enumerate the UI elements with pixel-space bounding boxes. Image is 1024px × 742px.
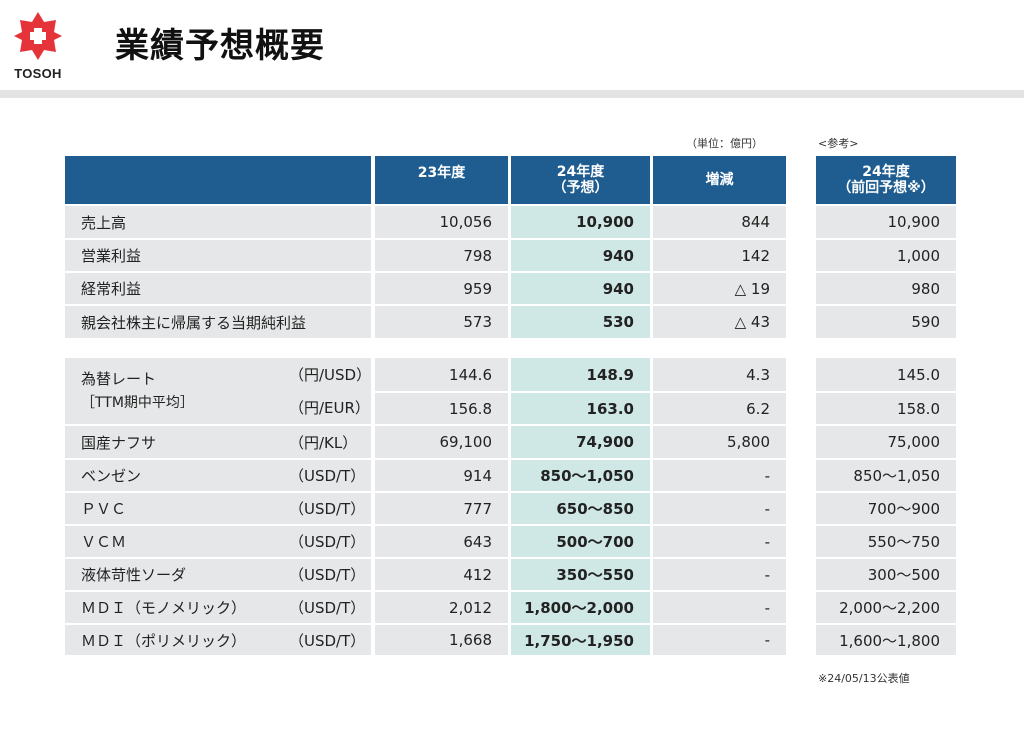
previous-forecast-value: 1,000 (816, 240, 956, 271)
previous-forecast-value: 10,900 (816, 206, 956, 238)
row-label: ＶＣＭ (65, 526, 271, 557)
previous-forecast-value: 850～1,050 (816, 460, 956, 491)
fy24-value: 350～550 (511, 559, 650, 590)
unit-label: （USD/T） (271, 460, 371, 491)
fy24-value: 500～700 (511, 526, 650, 557)
tosoh-logo-icon (14, 12, 62, 60)
fy24-value: 1,750～1,950 (511, 625, 650, 655)
header-change: 増減 (653, 156, 786, 204)
row-label: ベンゼン (65, 460, 271, 491)
change-value: - (653, 592, 786, 623)
unit-label: （円/USD） (271, 358, 371, 391)
fy23-value: 156.8 (375, 393, 508, 424)
change-value: - (653, 493, 786, 524)
logo-text: TOSOH (14, 66, 62, 81)
row-label: 液体苛性ソーダ (65, 559, 271, 590)
change-value: - (653, 526, 786, 557)
unit-note: （単位：億円） (686, 137, 763, 150)
row-label: ＭＤＩ（ポリメリック） (65, 625, 271, 655)
row-label: 営業利益 (65, 240, 371, 271)
previous-forecast-value: 1,600～1,800 (816, 625, 956, 655)
row-label: 国産ナフサ (65, 426, 271, 458)
change-value: - (653, 460, 786, 491)
row-label: 売上高 (65, 206, 371, 238)
row-label: ＭＤＩ（モノメリック） (65, 592, 271, 623)
change-value: △ 43 (653, 306, 786, 338)
unit-label: （USD/T） (271, 493, 371, 524)
unit-label: （USD/T） (271, 625, 371, 655)
change-value: 5,800 (653, 426, 786, 458)
fy23-value: 1,668 (375, 625, 508, 655)
fy23-value: 573 (375, 306, 508, 338)
reference-note: <参考> (818, 137, 859, 150)
unit-label: （USD/T） (271, 592, 371, 623)
row-label: 親会社株主に帰属する当期純利益 (65, 306, 371, 338)
header-fy24-forecast: 24年度 （予想） (511, 156, 650, 204)
fy23-value: 2,012 (375, 592, 508, 623)
fy24-value: 850～1,050 (511, 460, 650, 491)
fy24-value: 74,900 (511, 426, 650, 458)
previous-forecast-value: 2,000～2,200 (816, 592, 956, 623)
fy24-value: 650～850 (511, 493, 650, 524)
fy24-value: 940 (511, 273, 650, 304)
previous-forecast-value: 75,000 (816, 426, 956, 458)
row-label: ＰＶＣ (65, 493, 271, 524)
change-value: 6.2 (653, 393, 786, 424)
header-blank (65, 156, 371, 204)
page-title: 業績予想概要 (115, 26, 325, 66)
unit-label: （円/KL） (271, 426, 371, 458)
fy24-value: 148.9 (511, 358, 650, 391)
fy23-value: 643 (375, 526, 508, 557)
row-label: 経常利益 (65, 273, 371, 304)
previous-forecast-value: 300～500 (816, 559, 956, 590)
fx-label: 為替レート ［TTM期中平均］ (65, 358, 271, 424)
header-fy24-previous: 24年度 （前回予想※） (816, 156, 956, 204)
previous-forecast-value: 700～900 (816, 493, 956, 524)
fy23-value: 798 (375, 240, 508, 271)
change-value: △ 19 (653, 273, 786, 304)
fy23-value: 144.6 (375, 358, 508, 391)
fy23-value: 777 (375, 493, 508, 524)
unit-label: （USD/T） (271, 559, 371, 590)
fy24-value: 163.0 (511, 393, 650, 424)
change-value: 142 (653, 240, 786, 271)
previous-forecast-value: 980 (816, 273, 956, 304)
fy24-value: 10,900 (511, 206, 650, 238)
footnote: ※24/05/13公表値 (818, 672, 910, 685)
fy23-value: 10,056 (375, 206, 508, 238)
change-value: 844 (653, 206, 786, 238)
change-value: - (653, 625, 786, 655)
previous-forecast-value: 145.0 (816, 358, 956, 391)
fy23-value: 959 (375, 273, 508, 304)
previous-forecast-value: 550～750 (816, 526, 956, 557)
title-divider (0, 90, 1024, 98)
fy23-value: 412 (375, 559, 508, 590)
fy24-value: 1,800～2,000 (511, 592, 650, 623)
fx-label-line2: ［TTM期中平均］ (81, 395, 194, 411)
fy24-value: 940 (511, 240, 650, 271)
previous-forecast-value: 158.0 (816, 393, 956, 424)
fy23-value: 69,100 (375, 426, 508, 458)
fy23-value: 914 (375, 460, 508, 491)
change-value: - (653, 559, 786, 590)
fy24-value: 530 (511, 306, 650, 338)
unit-label: （円/EUR） (271, 391, 371, 424)
unit-label: （USD/T） (271, 526, 371, 557)
company-logo: TOSOH (8, 10, 68, 88)
header-fy23: 23年度 (375, 156, 508, 204)
previous-forecast-value: 590 (816, 306, 956, 338)
change-value: 4.3 (653, 358, 786, 391)
fx-label-line1: 為替レート (81, 370, 157, 388)
